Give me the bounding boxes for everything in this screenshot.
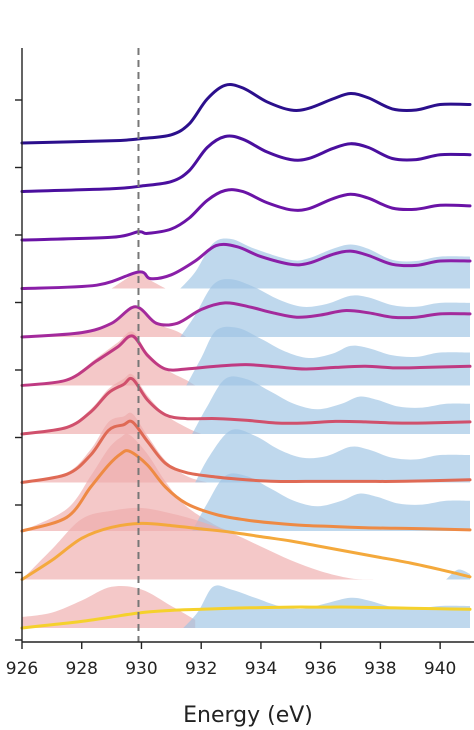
series-4-fill-2 [180, 238, 471, 289]
series-10-line [20, 521, 472, 581]
x-tick-label: 928 [66, 659, 98, 679]
series-10-fill-1 [22, 507, 375, 580]
series-7-fill-1 [22, 373, 202, 434]
axes [21, 48, 474, 643]
series-11-line [20, 605, 472, 630]
series-9-fill-1 [22, 433, 232, 531]
series-1-line [20, 83, 472, 145]
series-3-line [20, 188, 472, 242]
series-9-line [20, 449, 472, 533]
series-7-fill-2 [192, 376, 470, 434]
series-8-fill-2 [195, 429, 470, 483]
x-tick-label: 926 [6, 659, 38, 679]
series-6-fill-2 [186, 326, 471, 386]
series-2-line [20, 134, 472, 193]
y-ticks [15, 99, 22, 641]
area-fills [22, 238, 471, 628]
x-tick-label: 932 [185, 659, 217, 679]
series-6-line [20, 334, 472, 387]
series-6-fill-1 [22, 331, 196, 386]
x-tick-label: 936 [304, 659, 336, 679]
x-axis-title: Energy (eV) [183, 703, 313, 728]
series-5-line [20, 301, 472, 339]
x-tick-label: 930 [125, 659, 157, 679]
x-tick-label: 940 [424, 659, 456, 679]
series-11-fill-1 [22, 585, 196, 628]
series-lines [20, 83, 472, 630]
x-tick-label: 938 [364, 659, 396, 679]
series-7-line [20, 376, 472, 436]
x-ticks: 926 928 930 932 934 936 938 940 [6, 642, 456, 679]
series-4-line [20, 242, 472, 290]
x-tick-label: 934 [245, 659, 277, 679]
series-5-fill-2 [180, 279, 471, 337]
series-9-fill-2 [192, 473, 470, 531]
series-8-line [20, 419, 472, 484]
